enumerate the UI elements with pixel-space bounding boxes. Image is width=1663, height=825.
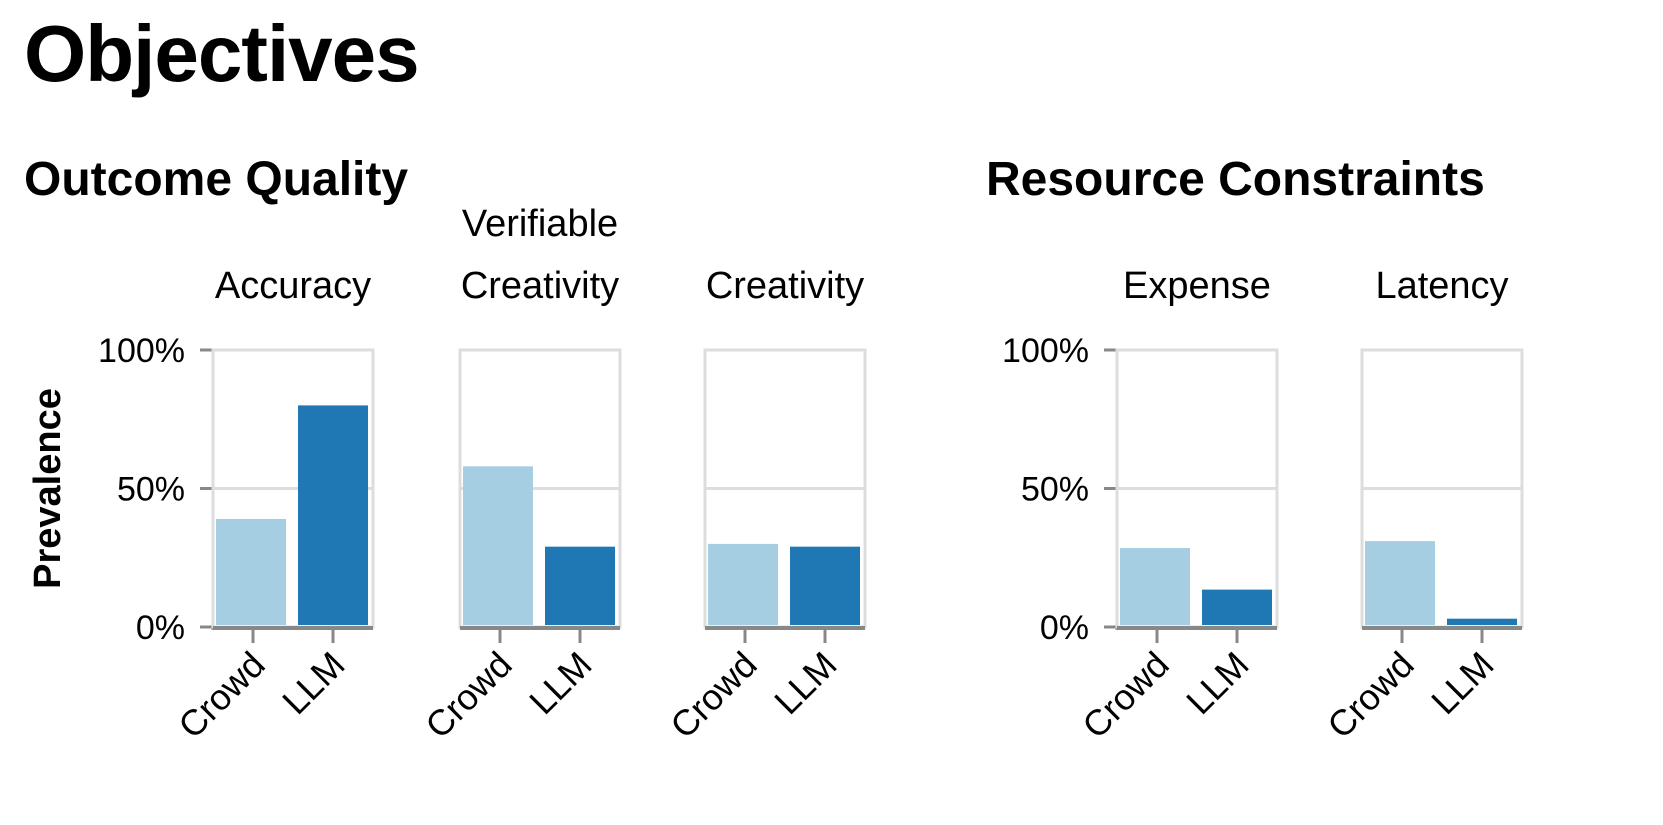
x-tick-label-crowd: Crowd [417,644,520,747]
x-tick-label-crowd: Crowd [662,644,765,747]
x-tick-label-llm: LLM [1178,644,1257,723]
panel-title: Creativity [706,265,864,307]
bar-llm [1202,589,1272,625]
panel-title: Creativity [461,265,619,307]
bar-crowd [1120,548,1190,625]
bar-llm [790,546,860,625]
x-tick-label-llm: LLM [766,644,845,723]
panel-title: Expense [1123,265,1271,307]
y-tick-label: 100% [98,332,185,370]
y-tick-label: 50% [117,471,185,509]
panel-title: Latency [1375,265,1508,307]
y-tick-label: 50% [1021,471,1089,509]
y-tick-label: 0% [1040,609,1089,647]
bar-crowd [463,466,533,625]
group-title-outcome-quality: Outcome Quality [24,153,409,206]
bar-crowd [216,518,286,625]
bar-llm [298,405,368,625]
bar-llm [545,546,615,625]
bar-crowd [1365,541,1435,625]
y-tick-label: 0% [136,609,185,647]
y-axis-title: Prevalence [27,388,69,589]
y-tick-label: 100% [1002,332,1089,370]
bar-llm [1447,618,1517,625]
x-tick-label-crowd: Crowd [1319,644,1422,747]
x-tick-label-llm: LLM [274,644,353,723]
x-tick-label-crowd: Crowd [1074,644,1177,747]
group-title-resource-constraints: Resource Constraints [986,153,1485,206]
panel-title: Verifiable [462,203,618,245]
panel-title: Accuracy [215,265,371,307]
bar-crowd [708,543,778,625]
x-tick-label-llm: LLM [1423,644,1502,723]
page-title: Objectives [24,9,420,98]
x-tick-label-crowd: Crowd [170,644,273,747]
x-tick-label-llm: LLM [521,644,600,723]
